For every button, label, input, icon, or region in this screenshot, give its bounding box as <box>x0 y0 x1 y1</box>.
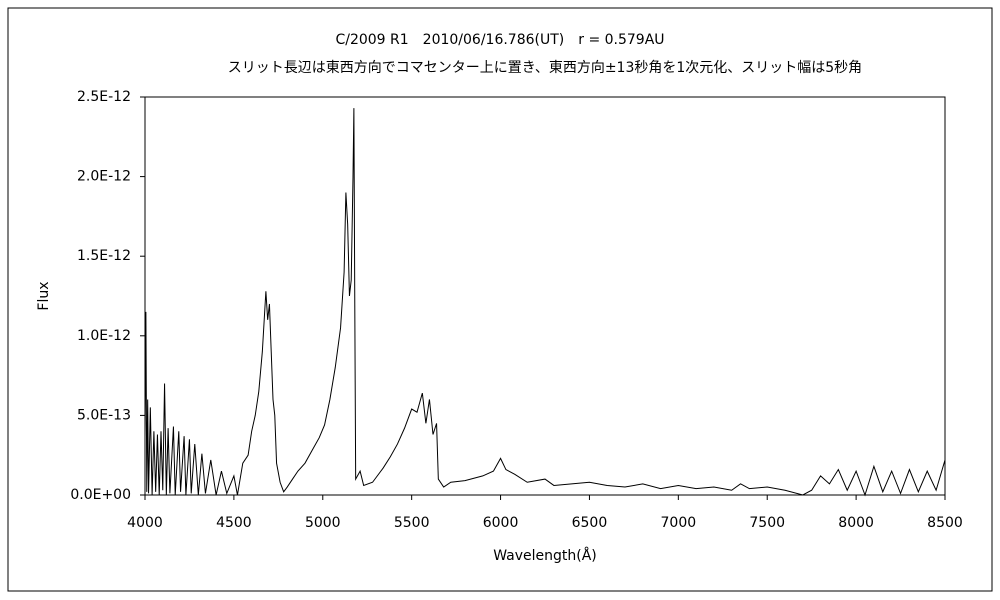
outer-border <box>7 7 993 592</box>
x-tick-label: 6500 <box>572 515 608 531</box>
chart-subtitle: スリット長辺は東西方向でコマセンター上に置き、東西方向±13秒角を1次元化、スリ… <box>228 60 862 76</box>
x-tick-label: 8500 <box>927 515 963 531</box>
x-tick-label: 7500 <box>749 515 785 531</box>
y-tick-label: 1.0E-12 <box>77 328 131 344</box>
x-tick-label: 8000 <box>838 515 874 531</box>
x-tick-label: 7000 <box>661 515 697 531</box>
y-axis-label: Flux <box>36 281 52 310</box>
x-tick-label: 4500 <box>216 515 252 531</box>
spectrum-line <box>144 108 946 497</box>
x-tick-label: 6000 <box>483 515 519 531</box>
plot-frame <box>144 96 946 496</box>
chart-title: C/2009 R1 2010/06/16.786(UT) r = 0.579AU <box>335 32 664 48</box>
y-tick-label: 5.0E-13 <box>77 407 131 423</box>
x-tick-label: 5000 <box>305 515 341 531</box>
y-tick-label: 2.0E-12 <box>77 169 131 185</box>
y-tick-label: 0.0E+00 <box>70 487 131 503</box>
y-tick-label: 2.5E-12 <box>77 89 131 105</box>
x-tick-label: 5500 <box>394 515 430 531</box>
x-tick-label: 4000 <box>127 515 163 531</box>
y-tick-label: 1.5E-12 <box>77 248 131 264</box>
x-axis-label: Wavelength(Å) <box>493 547 597 564</box>
